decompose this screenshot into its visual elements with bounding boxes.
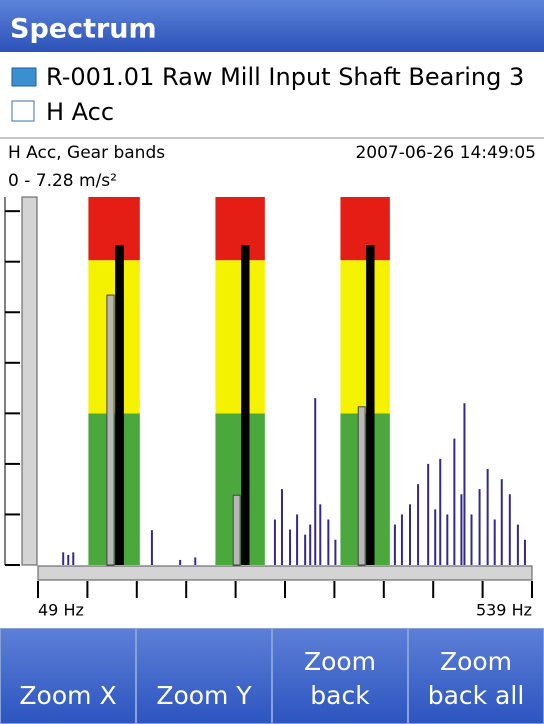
title-bar: [0, 0, 544, 52]
band-zone: [340, 260, 390, 414]
title: Spectrum: [10, 14, 157, 45]
location: R-001.01 Raw Mill Input Shaft Bearing 3: [46, 63, 524, 91]
x-scrollbar: [37, 565, 533, 581]
band-level: [241, 245, 250, 565]
button-label: back: [310, 681, 370, 710]
band-level: [366, 245, 375, 565]
band-value: [106, 294, 115, 566]
band-value: [357, 406, 366, 566]
button-label: back all: [427, 681, 525, 710]
measurement: H Acc: [46, 98, 114, 126]
button[interactable]: Zoom back all: [408, 628, 544, 724]
button-label: Zoom Y: [156, 681, 252, 710]
band-zone: [340, 197, 390, 261]
button[interactable]: Zoom X: [0, 628, 136, 724]
x-tick-label: 539 Hz: [476, 601, 532, 620]
band-zone: [215, 197, 265, 261]
band-value: [232, 494, 241, 566]
band-level: [115, 245, 124, 565]
chart-title: H Acc, Gear bands: [8, 143, 165, 163]
timestamp: 2007-06-26 14:49:05: [355, 143, 536, 163]
x-tick-label: 49 Hz: [38, 601, 84, 620]
button-bar: Zoom X Zoom Y Zoom back Zoom back all: [0, 628, 544, 724]
button[interactable]: Zoom Y: [136, 628, 272, 724]
overall-bar: [21, 196, 38, 566]
button-label: Zoom: [439, 647, 513, 676]
button[interactable]: Zoom back: [272, 628, 408, 724]
measurement-icon: [11, 100, 35, 122]
button-label: Zoom: [303, 647, 377, 676]
folder-icon: [11, 67, 37, 87]
band-zone: [88, 197, 140, 261]
band-zone: [215, 260, 265, 414]
button-label: Zoom X: [19, 681, 117, 710]
range-label: 0 - 7.28 m/s²: [8, 171, 117, 191]
screen: Spectrum R-001.01 Raw Mill Input Shaft B…: [0, 0, 544, 620]
